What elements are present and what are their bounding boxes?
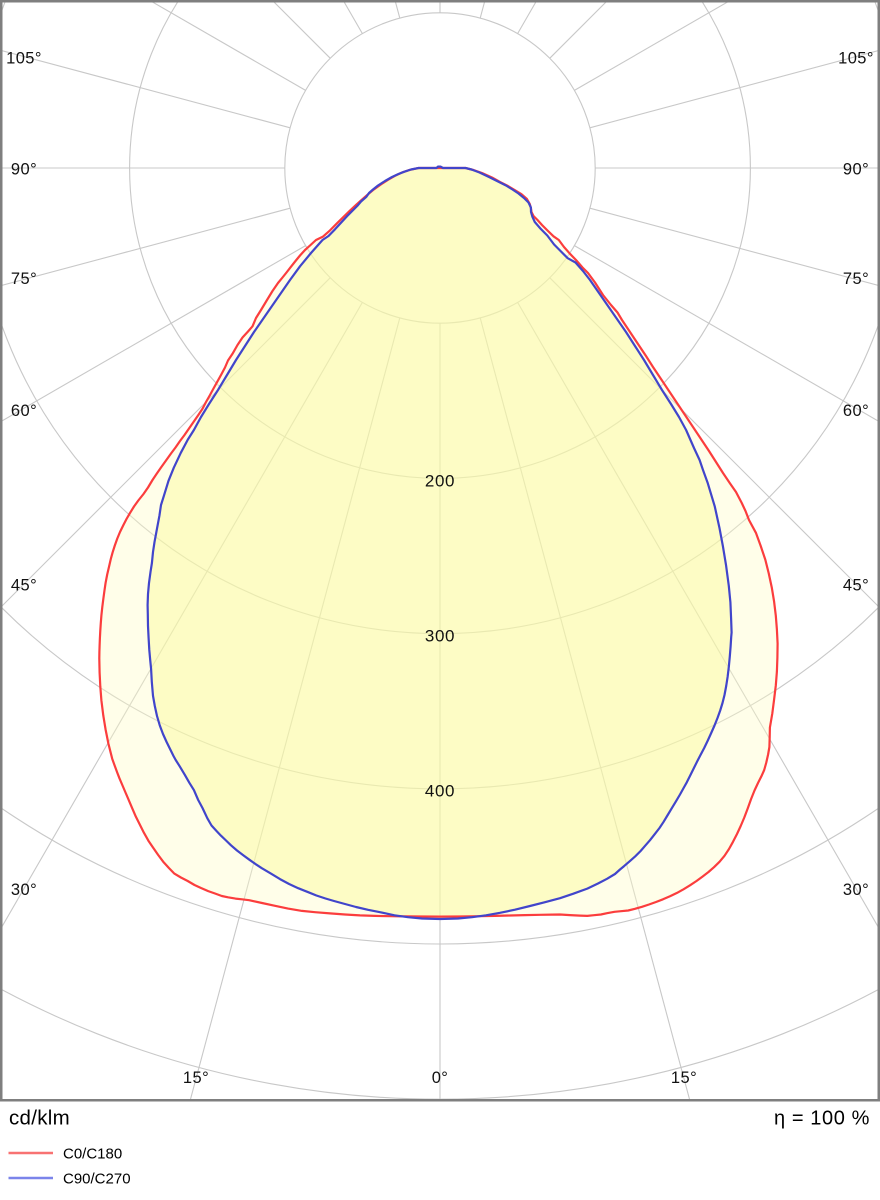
- svg-text:30°: 30°: [843, 881, 869, 899]
- svg-text:75°: 75°: [11, 270, 37, 288]
- svg-text:15°: 15°: [671, 1069, 697, 1087]
- svg-text:300: 300: [425, 627, 455, 646]
- svg-text:200: 200: [425, 472, 455, 491]
- svg-text:15°: 15°: [183, 1069, 209, 1087]
- svg-text:45°: 45°: [843, 577, 869, 595]
- svg-text:30°: 30°: [11, 881, 37, 899]
- svg-text:75°: 75°: [843, 270, 869, 288]
- svg-text:η = 100 %: η = 100 %: [774, 1108, 870, 1130]
- svg-text:400: 400: [425, 782, 455, 801]
- svg-text:C0/C180: C0/C180: [63, 1146, 122, 1163]
- svg-text:105°: 105°: [6, 50, 42, 68]
- svg-text:60°: 60°: [843, 402, 869, 420]
- svg-text:45°: 45°: [11, 577, 37, 595]
- svg-text:C90/C270: C90/C270: [63, 1171, 131, 1188]
- svg-text:60°: 60°: [11, 402, 37, 420]
- svg-text:90°: 90°: [11, 161, 37, 179]
- svg-text:cd/klm: cd/klm: [9, 1107, 70, 1130]
- svg-text:90°: 90°: [843, 161, 869, 179]
- svg-text:105°: 105°: [838, 50, 874, 68]
- svg-text:0°: 0°: [432, 1069, 449, 1087]
